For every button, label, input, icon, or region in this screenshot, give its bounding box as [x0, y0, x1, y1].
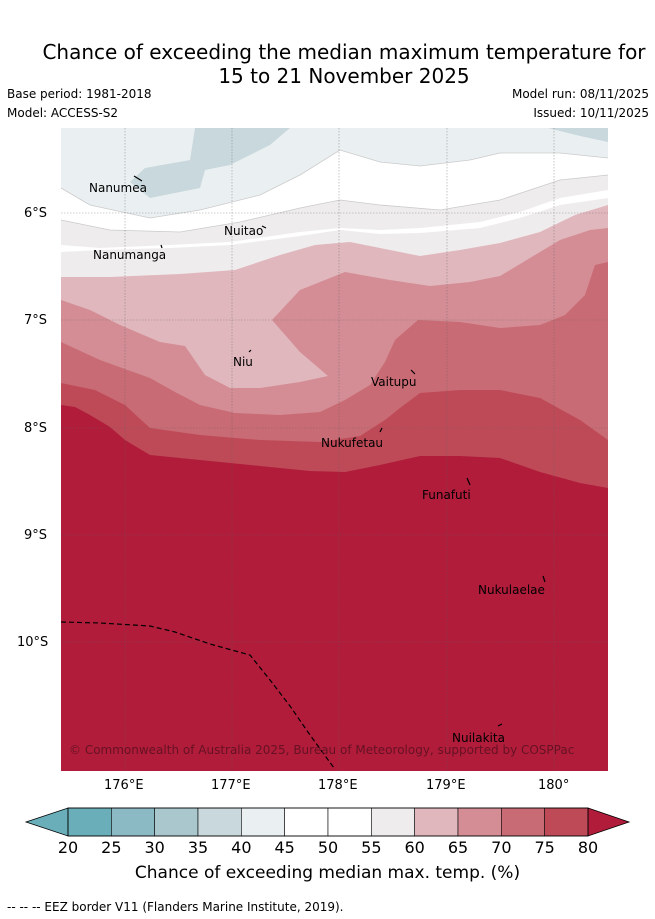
lon-label-178e: 178°E [318, 778, 358, 793]
lat-label-6s: 6°S [24, 206, 48, 221]
colorbar-tick-75: 75 [534, 838, 555, 857]
island-labels: Nanumea Nuitao Nanumanga Niu Vaitupu Nuk… [89, 181, 545, 745]
island-outlines [133, 175, 546, 727]
colorbar-tick-25: 25 [101, 838, 122, 857]
island-nukufetau-shape [379, 427, 383, 433]
copyright-notice: © Commonwealth of Australia 2025, Bureau… [69, 743, 574, 757]
island-nukulaelae-shape [542, 575, 546, 583]
colorbar-title: Chance of exceeding median max. temp. (%… [134, 863, 521, 883]
model-run: Model run: 08/11/2025 [511, 87, 649, 101]
contour-lines [60, 149, 609, 233]
colorbar-tick-80: 80 [577, 838, 599, 857]
colorbar-tick-30: 30 [144, 838, 165, 857]
colorbar-cell-65-70 [457, 807, 502, 837]
colorbar-tick-50: 50 [317, 838, 339, 857]
colorbar-tick-55: 55 [361, 838, 382, 857]
title-line-2: 15 to 21 November 2025 [218, 64, 470, 88]
colorbar-cell-55-60 [371, 807, 415, 837]
colorbar-cells [67, 807, 589, 837]
graticule [61, 128, 608, 771]
island-niu-shape [248, 349, 252, 353]
colorbar-tick-60: 60 [404, 838, 425, 857]
lon-label-179e: 179°E [426, 778, 466, 793]
colorbar-cell-40-45 [241, 807, 285, 837]
label-vaitupu: Vaitupu [371, 375, 417, 389]
model-name: Model: ACCESS-S2 [7, 106, 119, 120]
lat-label-10s: 10°S [17, 635, 49, 650]
colorbar-cell-50-55 [327, 807, 372, 837]
label-funafuti: Funafuti [422, 488, 471, 502]
lon-label-177e: 177°E [211, 778, 251, 793]
lat-label-8s: 8°S [24, 421, 48, 436]
band-35-40-northeast [548, 128, 608, 142]
colorbar-cell-45-50 [284, 807, 329, 837]
label-nanumea: Nanumea [89, 181, 147, 195]
colorbar-tick-40: 40 [231, 838, 252, 857]
lon-label-180: 180° [538, 778, 570, 793]
colorbar-tick-labels: 20 25 30 35 40 45 50 55 60 65 70 75 80 [0, 838, 655, 858]
island-funafuti-shape [466, 477, 471, 486]
map-title: Chance of exceeding the median maximum t… [0, 40, 655, 88]
colorbar-cell-70-75 [501, 807, 545, 837]
label-niu: Niu [233, 355, 253, 369]
colorbar-frame [67, 807, 589, 837]
colorbar-tick-45: 45 [274, 838, 295, 857]
colorbar-tick-20: 20 [57, 838, 79, 857]
island-nanumea-shape [133, 175, 143, 182]
label-nuilakita: Nuilakita [452, 731, 505, 745]
label-nanumanga: Nanumanga [93, 248, 166, 262]
label-nukulaelae: Nukulaelae [478, 583, 545, 597]
colorbar-tick-70: 70 [491, 838, 512, 857]
colorbar-cell-25-30 [111, 807, 155, 837]
label-nuitao: Nuitao [224, 224, 263, 238]
island-nuilakita-shape [497, 723, 503, 727]
title-line-1: Chance of exceeding the median maximum t… [42, 40, 646, 64]
colorbar-tick-35: 35 [187, 838, 209, 857]
colorbar [24, 807, 631, 837]
island-nuitao-shape [261, 225, 267, 229]
colorbar-min-extend [24, 807, 69, 837]
eez-legend: -- -- -- EEZ border V11 (Flanders Marine… [7, 900, 344, 914]
lat-label-9s: 9°S [24, 528, 48, 543]
colorbar-cell-35-40 [197, 807, 242, 837]
colorbar-cell-20-25 [67, 807, 112, 837]
issued-date: Issued: 10/11/2025 [533, 106, 649, 120]
probability-contours [61, 128, 608, 771]
band-80-plus [61, 405, 608, 771]
colorbar-cell-75-80 [544, 807, 589, 837]
colorbar-tick-65: 65 [447, 838, 469, 857]
colorbar-cell-60-65 [414, 807, 459, 837]
base-period: Base period: 1981-2018 [7, 87, 152, 101]
colorbar-max-extend [587, 807, 631, 837]
lat-label-7s: 7°S [24, 313, 48, 328]
eez-border [60, 621, 335, 769]
island-nanumanga-shape [160, 244, 163, 249]
island-vaitupu-shape [410, 369, 416, 375]
lon-label-176e: 176°E [104, 778, 144, 793]
band-35-40-north [130, 128, 290, 198]
label-nukufetau: Nukufetau [321, 436, 383, 450]
colorbar-cell-30-35 [154, 807, 199, 837]
